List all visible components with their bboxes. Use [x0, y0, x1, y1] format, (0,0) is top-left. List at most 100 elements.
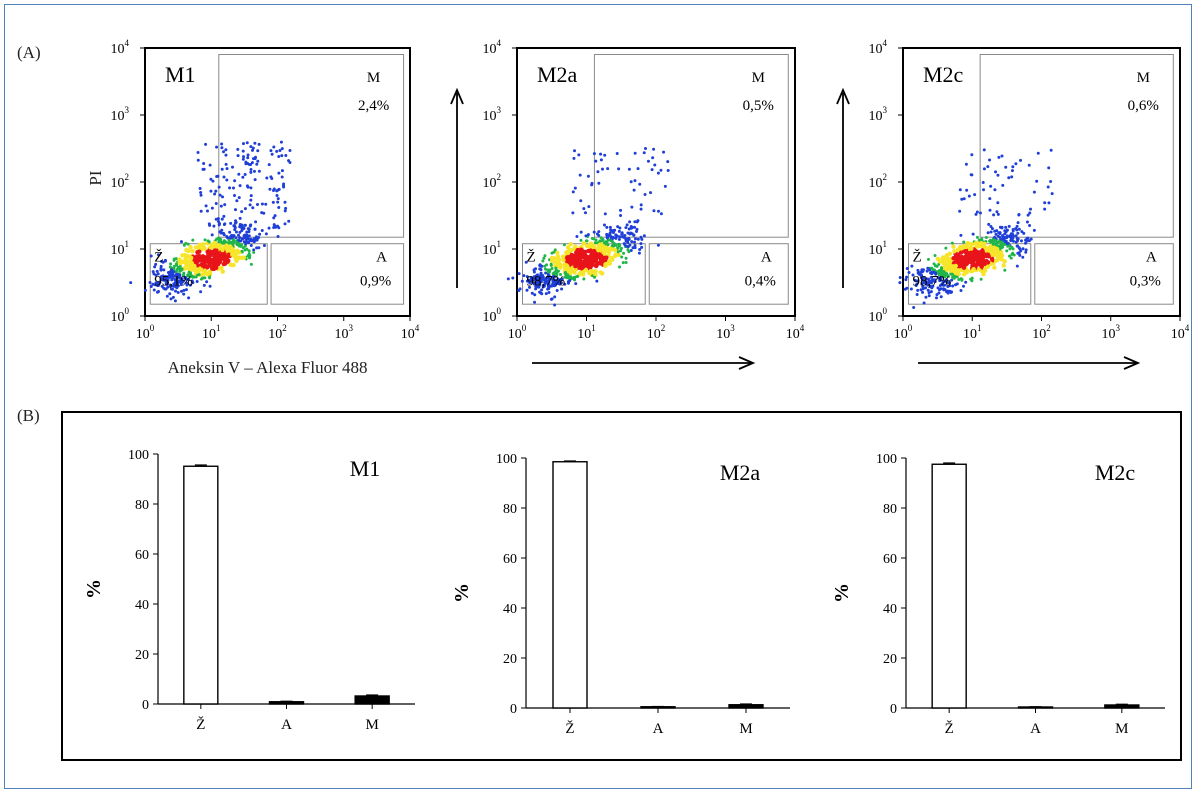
event-dots: [129, 140, 292, 303]
gate-a: [270, 243, 405, 305]
event-dot: [1003, 232, 1007, 236]
event-dot: [1028, 224, 1032, 228]
event-dot: [937, 291, 941, 295]
event-dot: [538, 276, 542, 280]
event-dot: [240, 237, 244, 241]
gate-m-value: 0,5%: [743, 98, 774, 114]
event-dot: [1011, 229, 1015, 233]
event-dot: [1000, 241, 1004, 245]
event-dot: [633, 240, 637, 244]
event-dot: [973, 256, 979, 261]
event-dot: [656, 209, 660, 213]
event-dot: [930, 270, 934, 274]
event-dot: [979, 264, 984, 269]
event-dot: [910, 264, 914, 268]
event-dot: [573, 186, 577, 190]
event-dot: [620, 255, 624, 259]
event-dot: [1049, 180, 1053, 184]
event-dot: [214, 201, 218, 205]
event-dot: [930, 281, 934, 285]
event-dot: [182, 292, 186, 296]
event-dot: [633, 151, 637, 155]
event-dot: [942, 275, 946, 279]
event-dot: [1016, 251, 1020, 255]
event-dot: [248, 224, 252, 228]
event-dot: [553, 303, 557, 307]
event-dot: [993, 188, 997, 192]
event-dot: [214, 217, 218, 221]
event-dot: [1004, 225, 1008, 229]
event-dot: [283, 200, 287, 204]
event-dot: [965, 188, 969, 192]
panel-name: M1: [350, 456, 381, 481]
y-axis-title: %: [83, 579, 105, 599]
event-dot: [573, 264, 578, 269]
event-dot: [278, 148, 282, 152]
event-dot: [143, 288, 147, 292]
event-dot: [1003, 268, 1007, 272]
event-dot: [898, 275, 902, 279]
panel-name: M2c: [923, 62, 964, 87]
event-dot: [958, 255, 963, 261]
event-dot: [945, 278, 949, 282]
event-dot: [229, 241, 233, 245]
event-dot: [560, 277, 564, 281]
event-dot: [552, 250, 556, 254]
event-dot: [639, 207, 643, 211]
event-dot: [237, 196, 241, 200]
event-dot: [165, 294, 169, 298]
event-dot: [941, 272, 945, 276]
event-dot: [578, 173, 582, 177]
event-dot: [961, 265, 967, 270]
event-dot: [550, 267, 554, 271]
event-dot: [178, 273, 182, 277]
event-dot: [552, 260, 558, 265]
event-dot: [255, 246, 259, 250]
event-dot: [257, 246, 261, 250]
event-dot: [203, 276, 207, 280]
event-dot: [241, 255, 247, 260]
event-dot: [208, 163, 212, 167]
event-dot: [934, 272, 938, 276]
event-dot: [586, 233, 590, 237]
event-dot: [1028, 211, 1032, 215]
event-dot: [606, 167, 610, 171]
event-dot: [898, 281, 902, 285]
event-dot: [988, 208, 992, 212]
event-dot: [539, 271, 543, 275]
event-dot: [211, 258, 216, 263]
event-dot: [615, 152, 619, 156]
event-dot: [593, 275, 597, 279]
event-dot: [218, 222, 222, 226]
event-dot: [213, 265, 219, 271]
event-dot: [990, 227, 994, 231]
event-dot: [951, 284, 955, 288]
event-dot: [633, 237, 637, 241]
event-dot: [231, 186, 235, 190]
event-dot: [982, 148, 986, 152]
event-dot: [597, 230, 601, 234]
event-dot: [592, 152, 596, 156]
event-dot: [225, 167, 229, 171]
event-dot: [639, 203, 643, 207]
x-arrowhead: [738, 356, 756, 370]
event-dot: [982, 167, 986, 171]
event-dot: [228, 262, 234, 268]
event-dot: [161, 260, 165, 264]
event-dot: [525, 275, 529, 279]
event-dot: [177, 257, 182, 262]
event-dot: [905, 267, 909, 271]
event-dot: [623, 242, 627, 246]
y-tick-exponent: 4: [883, 38, 888, 48]
y-tick-label: 101: [483, 239, 502, 258]
event-dot: [624, 226, 628, 230]
event-dot: [581, 241, 587, 246]
gate-a-label: A: [376, 250, 387, 266]
event-dot: [613, 247, 618, 253]
event-dot: [206, 239, 210, 243]
y-tick-label: 100: [496, 452, 517, 467]
event-dot: [255, 162, 259, 166]
x-tick-label: 103: [335, 323, 354, 342]
